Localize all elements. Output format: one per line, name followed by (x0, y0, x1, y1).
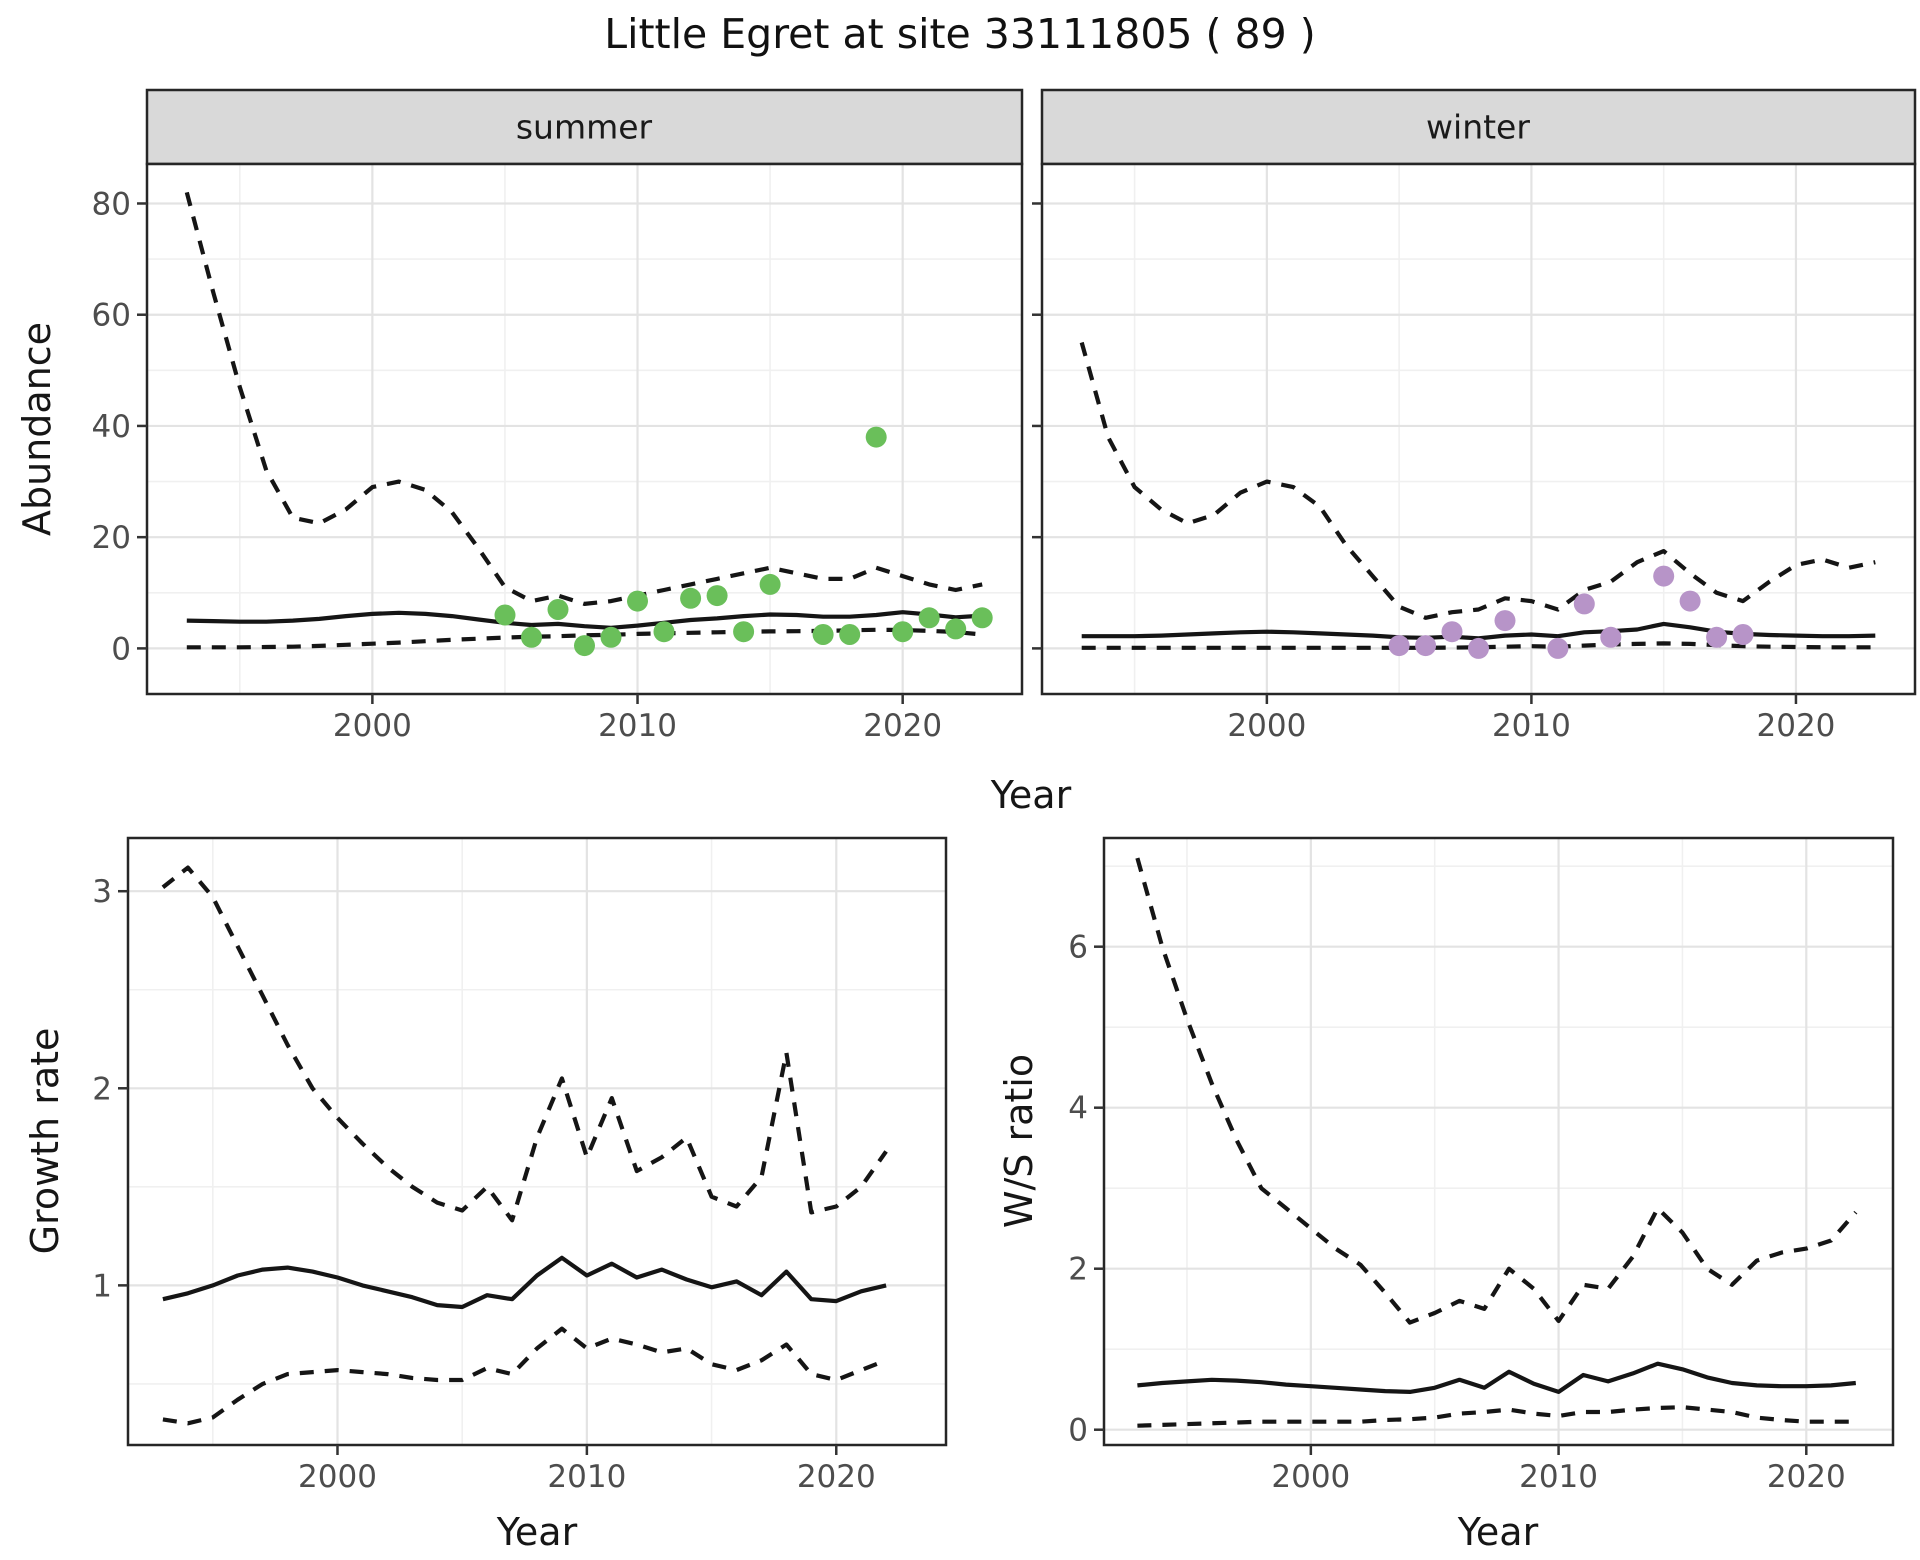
x-axis-title-year-bottom-left: Year (496, 1510, 578, 1554)
series-upper95-ci (1135, 857, 1858, 1325)
y-axis-title-ws-ratio: W/S ratio (997, 1054, 1041, 1228)
data-point (733, 621, 755, 643)
data-point (759, 573, 781, 595)
x-axis-title-year-top: Year (990, 773, 1072, 817)
x-tick-label: 2020 (1757, 708, 1836, 744)
data-point (494, 604, 516, 626)
y-tick-label: 6 (1068, 930, 1088, 966)
x-tick-label: 2010 (1492, 708, 1571, 744)
y-tick-label: 60 (92, 298, 131, 334)
y-tick-label: 80 (92, 186, 131, 222)
data-point (680, 587, 702, 609)
data-point (1468, 637, 1489, 659)
facet-strip-summer (145, 88, 1024, 166)
data-point (971, 607, 993, 629)
series-lower95-ci (162, 1326, 887, 1426)
x-tick-label: 2020 (863, 708, 942, 744)
data-point (653, 621, 675, 643)
y-axis-title-growth-rate: Growth rate (23, 1028, 67, 1255)
data-point (1388, 635, 1410, 657)
series-upper95-ci (184, 191, 983, 607)
y-tick-label: 2 (92, 1071, 112, 1107)
data-point (627, 590, 648, 612)
data-point (1600, 626, 1622, 648)
y-tick-label: 0 (111, 631, 131, 667)
series-upper95-ci (1079, 341, 1876, 620)
data-point (865, 426, 887, 448)
series-mean-line (1137, 1361, 1857, 1395)
data-point (521, 626, 542, 648)
x-tick-label: 2020 (797, 1459, 876, 1495)
y-axis-title-abundance: Abundance (15, 322, 59, 536)
y-tick-label: 40 (92, 409, 131, 445)
facet-label-winter: winter (1426, 108, 1530, 147)
data-point (1573, 593, 1595, 615)
series-lower95-ci (1081, 641, 1876, 650)
series-upper95-ci (161, 865, 888, 1223)
x-tick-label: 2010 (1519, 1459, 1598, 1495)
series-lower95-ci (1137, 1405, 1856, 1428)
panel-bg (128, 838, 946, 1445)
y-tick-label: 4 (1068, 1091, 1088, 1127)
data-point (1732, 624, 1754, 645)
panel-bg (1042, 164, 1915, 694)
data-point (945, 618, 967, 640)
y-tick-label: 0 (1068, 1413, 1088, 1449)
panel-border (126, 836, 948, 1447)
x-tick-label: 2010 (598, 708, 677, 744)
data-point (1494, 610, 1516, 632)
data-point (547, 599, 569, 620)
chart-title: Little Egret at site 33111805 ( 89 ) (604, 10, 1316, 58)
data-point (812, 624, 834, 645)
y-tick-label: 20 (92, 520, 131, 556)
data-point (1706, 626, 1728, 648)
x-tick-label: 2000 (1271, 1459, 1350, 1495)
series-mean-line (162, 1255, 887, 1310)
data-point (1441, 621, 1463, 643)
panel-border (1102, 836, 1895, 1447)
y-tick-label: 2 (1068, 1252, 1088, 1288)
data-point (918, 607, 940, 629)
data-point (839, 624, 861, 645)
panel-border (1040, 162, 1917, 696)
data-point (1679, 590, 1701, 612)
data-point (892, 621, 914, 643)
facet-strip-winter (1040, 88, 1917, 166)
data-point (1547, 637, 1569, 659)
x-tick-label: 2000 (1227, 708, 1306, 744)
x-axis-title-year-bottom-right: Year (1457, 1510, 1539, 1554)
x-tick-label: 2000 (333, 708, 412, 744)
data-point (1415, 635, 1437, 657)
x-tick-label: 2010 (547, 1459, 626, 1495)
panel-border (145, 162, 1024, 696)
facet-label-summer: summer (516, 108, 653, 147)
x-tick-label: 2020 (1767, 1459, 1846, 1495)
y-tick-label: 3 (92, 874, 112, 910)
data-point (574, 635, 595, 657)
panel-bg (1104, 838, 1893, 1445)
series-mean-line (186, 610, 983, 630)
data-point (706, 585, 728, 607)
data-point (600, 626, 622, 648)
y-tick-label: 1 (92, 1268, 112, 1304)
x-tick-label: 2000 (298, 1459, 377, 1495)
data-point (1653, 565, 1675, 587)
